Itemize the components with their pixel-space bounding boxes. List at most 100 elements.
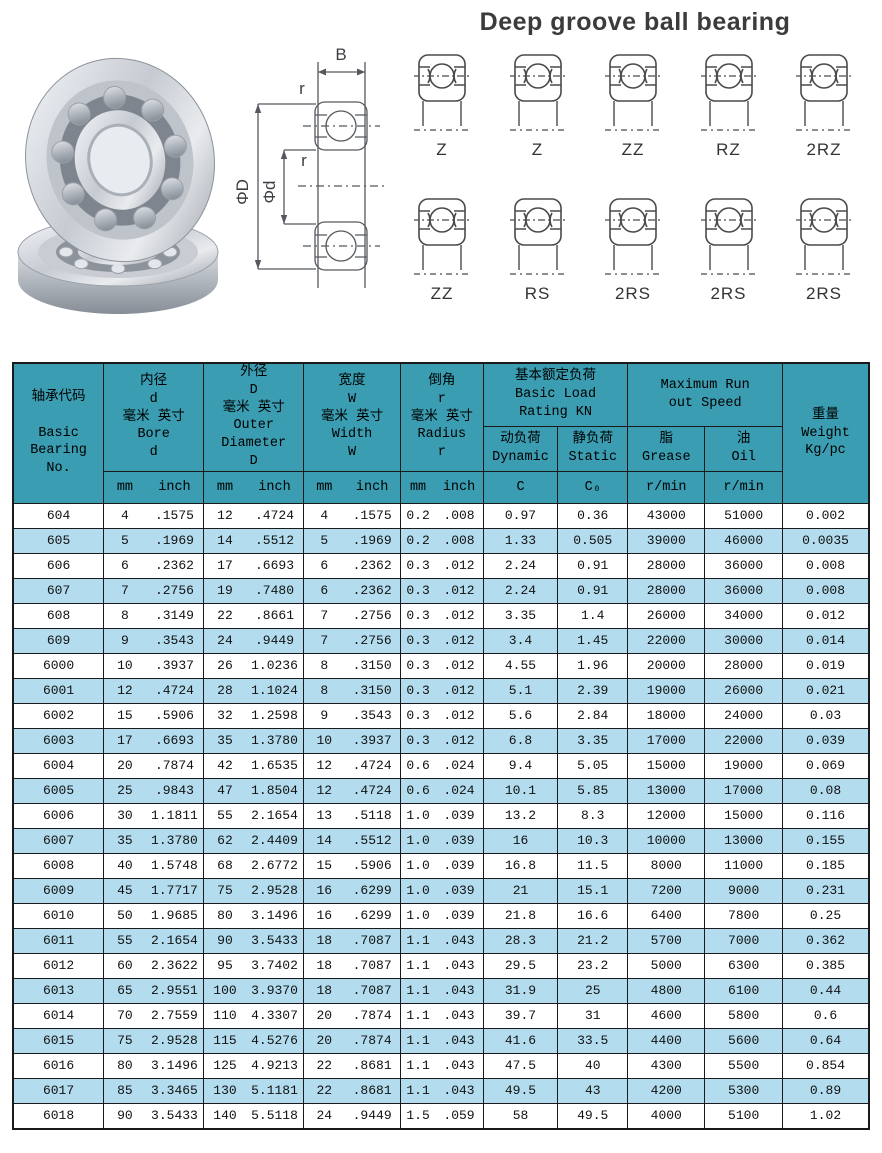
cell-grease-speed: 4200 [627,1077,706,1104]
cell-oil-speed: 34000 [704,602,784,629]
cell-static-load: 2.84 [557,702,629,729]
cell-radius: 1.1.043 [399,1027,484,1054]
column-header-weight: 重量 Weight Kg/pc [782,362,870,504]
cell-bore: 75 2.9528 [103,1027,205,1054]
cell-outer-diameter: 125 4.9213 [203,1052,305,1079]
bearing-cross-section-icon [698,52,759,138]
cell-bearing-no: 6015 [12,1027,105,1054]
cell-static-load: 0.505 [557,527,629,554]
bearing-diagram: 2RS [780,196,868,304]
cell-radius: 0.3.012 [399,627,484,654]
cell-weight: 0.25 [782,902,870,929]
cell-bore: 4.1575 [103,502,205,529]
dim-label-b: B [335,45,346,64]
cell-static-load: 5.85 [557,777,629,804]
cell-outer-diameter: 80 3.1496 [203,902,305,929]
cell-static-load: 3.35 [557,727,629,754]
cell-static-load: 0.91 [557,577,629,604]
cell-oil-speed: 28000 [704,652,784,679]
cell-dynamic-load: 13.2 [482,802,559,829]
cell-width: 10.3937 [303,727,401,754]
bearing-type-label: Z [531,140,544,159]
cell-grease-speed: 17000 [627,727,706,754]
cell-grease-speed: 20000 [627,652,706,679]
cell-static-load: 33.5 [557,1027,629,1054]
cell-weight: 0.039 [782,727,870,754]
cell-static-load: 16.6 [557,902,629,929]
bearing-type-label: ZZ [430,284,454,303]
cell-oil-speed: 36000 [704,577,784,604]
table-row: 6007 35 1.3780 62 2.4409 14.5512 1.0.039 16 10.3… [12,827,870,854]
cell-bore: 17.6693 [103,727,205,754]
cell-grease-speed: 22000 [627,627,706,654]
cell-bore: 70 2.7559 [103,1002,205,1029]
cell-bearing-no: 609 [12,627,105,654]
cell-weight: 0.385 [782,952,870,979]
cell-bore: 55 2.1654 [103,927,205,954]
cell-bore: 30 1.1811 [103,802,205,829]
cell-oil-speed: 36000 [704,552,784,579]
cell-oil-speed: 7800 [704,902,784,929]
cell-static-load: 5.05 [557,752,629,779]
cell-bearing-no: 606 [12,552,105,579]
cell-weight: 0.08 [782,777,870,804]
cell-weight: 0.854 [782,1052,870,1079]
cell-oil-speed: 15000 [704,802,784,829]
unit-header-outer-diameter: mm inch [203,470,305,504]
cell-radius: 0.6.024 [399,777,484,804]
cell-radius: 1.0.039 [399,802,484,829]
cell-grease-speed: 13000 [627,777,706,804]
table-row: 609 9.3543 24.9449 7.2756 0.3.012 3.4 1.45 2200… [12,627,870,654]
table-row: 6008 40 1.5748 68 2.6772 15.5906 1.0.039 16.8 11… [12,852,870,879]
cell-width: 20.7874 [303,1027,401,1054]
bearing-diagram: Z [398,52,486,160]
bearing-cross-section-icon [603,52,663,138]
cell-width: 14.5512 [303,827,401,854]
cell-bearing-no: 607 [12,577,105,604]
cell-grease-speed: 6400 [627,902,706,929]
cell-dynamic-load: 5.1 [482,677,559,704]
bearing-diagram: RZ [685,52,773,160]
cell-bearing-no: 6005 [12,777,105,804]
bearing-cross-section-icon [412,196,472,282]
cell-oil-speed: 7000 [704,927,784,954]
cell-grease-speed: 26000 [627,602,706,629]
cell-grease-speed: 4300 [627,1052,706,1079]
bearing-diagram: 2RS [685,196,773,304]
cell-bearing-no: 6000 [12,652,105,679]
cell-static-load: 1.96 [557,652,629,679]
cell-width: 9.3543 [303,702,401,729]
cell-grease-speed: 4000 [627,1102,706,1130]
cell-outer-diameter: 12.4724 [203,502,305,529]
bearing-type-label: RZ [716,140,741,159]
cell-bearing-no: 6008 [12,852,105,879]
cell-bore: 5.1969 [103,527,205,554]
bearing-diagram: ZZ [589,52,677,160]
cell-grease-speed: 10000 [627,827,706,854]
cell-dynamic-load: 9.4 [482,752,559,779]
cell-width: 4.1575 [303,502,401,529]
bearing-type-label: 2RS [710,284,747,303]
cell-width: 24.9449 [303,1102,401,1130]
table-row: 6004 20.7874 42 1.6535 12.4724 0.6.024 9.4 5.05… [12,752,870,779]
cell-outer-diameter: 75 2.9528 [203,877,305,904]
cell-dynamic-load: 29.5 [482,952,559,979]
cell-grease-speed: 5700 [627,927,706,954]
bearing-cross-section-icon [698,196,759,282]
cell-bore: 9.3543 [103,627,205,654]
cell-width: 6.2362 [303,577,401,604]
cell-grease-speed: 4400 [627,1027,706,1054]
cell-oil-speed: 5300 [704,1077,784,1104]
cell-bearing-no: 605 [12,527,105,554]
cell-bore: 45 1.7717 [103,877,205,904]
cell-bore: 65 2.9551 [103,977,205,1004]
cell-bearing-no: 6006 [12,802,105,829]
cell-radius: 1.0.039 [399,827,484,854]
cell-weight: 0.116 [782,802,870,829]
column-header-load-rating: 基本额定负荷 Basic Load Rating KN [482,362,629,427]
cell-weight: 0.6 [782,1002,870,1029]
cell-width: 5.1969 [303,527,401,554]
cell-outer-diameter: 14.5512 [203,527,305,554]
cell-static-load: 1.4 [557,602,629,629]
cell-dynamic-load: 28.3 [482,927,559,954]
